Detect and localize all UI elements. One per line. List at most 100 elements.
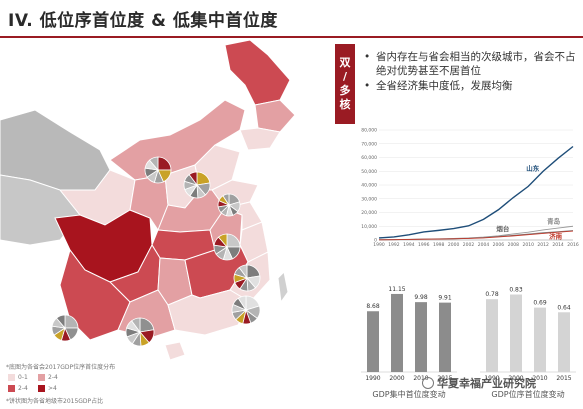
x-tick-label: 2014 (552, 242, 564, 248)
series-label: 济南 (549, 231, 563, 240)
bar-2000 (391, 293, 403, 372)
pie-slice (148, 156, 159, 172)
bar-value-label: 0.83 (509, 287, 523, 294)
tag-char: / (342, 70, 348, 83)
y-tick-label: 30,000 (361, 196, 377, 202)
bar-category-label: 2010 (532, 375, 547, 382)
legend-swatch-icon (38, 374, 45, 381)
bar-value-label: 9.91 (438, 295, 452, 302)
bar-category-label: 2015 (556, 375, 571, 382)
bullet-text: 全省经济集中度低，发展均衡 (376, 80, 513, 92)
map-region-liaoning (239, 127, 281, 151)
tag-dual-core: 双 / 多 核 (335, 44, 355, 124)
legend-label: 0-1 (18, 374, 28, 381)
bar-category-label: 1990 (365, 375, 380, 382)
y-tick-label: 40,000 (361, 183, 377, 189)
legend-swatch-icon (8, 385, 15, 392)
slide-title: IV. 低位序首位度 & 低集中首位度 (8, 11, 278, 31)
bullet-item: • 全省经济集中度低，发展均衡 (364, 79, 582, 93)
x-tick-label: 2004 (478, 242, 490, 248)
x-tick-label: 2008 (508, 242, 520, 248)
bar-1990 (486, 299, 498, 372)
y-tick-label: 70,000 (361, 141, 377, 147)
bar-chart-concentration: 8.68 1990 11.15 2000 9.98 2010 9.91 2015 GDP集中首位… (361, 286, 457, 399)
bar-value-label: 0.69 (533, 300, 547, 307)
title-divider (0, 36, 583, 38)
pie-slice (217, 233, 228, 249)
pie-slice (188, 171, 198, 187)
tag-char: 双 (339, 56, 351, 69)
pie-slice (131, 317, 141, 334)
map-region-taiwan (277, 270, 289, 304)
x-tick-label: 1996 (418, 242, 430, 248)
x-tick-label: 1992 (388, 242, 400, 248)
bar-chart-rank: 0.78 1990 0.83 2000 0.69 2010 0.64 2015 GDP位序首位度… (480, 287, 576, 399)
bar-category-label: 2000 (389, 375, 404, 382)
watermark-text: 华夏幸福产业研究院 (437, 377, 536, 390)
y-tick-label: 80,000 (361, 128, 377, 134)
bar-category-label: 2000 (508, 375, 523, 382)
x-tick-label: 2016 (567, 242, 579, 248)
bar-chart-title: GDP集中首位度变动 (372, 389, 445, 399)
bar-2000 (510, 294, 522, 372)
legend-swatch-icon (38, 385, 45, 392)
line-chart-grid (379, 129, 573, 241)
y-tick-label: 10,000 (361, 224, 377, 230)
legend-item-4: >4 (38, 385, 57, 392)
legend-item-1: 0-1 (8, 374, 28, 381)
map-svg (0, 39, 296, 361)
gdp-line-chart: 0 10,000 20,000 30,000 40,000 50,000 60,000 70,… (361, 128, 579, 249)
tag-char: 核 (339, 98, 351, 111)
pie-slice (238, 264, 248, 280)
bar-2015 (558, 312, 570, 372)
legend-swatch-icon (8, 374, 15, 381)
y-tick-label: 50,000 (361, 169, 377, 175)
bullet-list: • 省内存在与省会相当的次级城市，省会不占绝对优势甚至不居首位 • 全省经济集中… (364, 50, 582, 94)
bar-value-label: 8.68 (366, 303, 380, 310)
map-note-pie: *饼状图为各省地级市2015GDP占比 (6, 398, 104, 405)
x-tick-label: 1990 (373, 242, 385, 248)
x-tick-label: 2000 (448, 242, 460, 248)
map-region-jilin (254, 99, 296, 133)
bar-2015 (439, 302, 451, 372)
bar-category-label: 1990 (484, 375, 499, 382)
legend-label: >4 (48, 385, 57, 392)
line-chart-series (378, 145, 574, 241)
bar-value-label: 11.15 (388, 286, 405, 293)
y-tick-label: 60,000 (361, 155, 377, 161)
x-tick-label: 2002 (463, 242, 475, 248)
bullet-item: • 省内存在与省会相当的次级城市，省会不占绝对优势甚至不居首位 (364, 50, 582, 78)
bar-value-label: 0.78 (485, 291, 499, 298)
x-tick-label: 2006 (493, 242, 505, 248)
tag-char: 多 (339, 84, 351, 97)
x-tick-label: 1994 (403, 242, 415, 248)
city-share-pies (51, 156, 261, 347)
map-region-hainan (164, 341, 186, 361)
series-line-山东 (378, 145, 574, 239)
legend-label: 2-4 (48, 374, 58, 381)
bar-2010 (534, 307, 546, 372)
watermark: 华夏幸福产业研究院 (422, 375, 536, 391)
pie-slice (237, 295, 247, 312)
bar-1990 (367, 311, 379, 372)
y-tick-label: 20,000 (361, 210, 377, 216)
legend-item-2: 2-4 (38, 374, 58, 381)
pie-slice (222, 193, 230, 207)
line-chart-x-ticks: 1990 1992 1994 1996 1998 2000 2002 2004 2006 2008… (373, 242, 579, 248)
legend-item-3: 2-4 (8, 385, 28, 392)
bullet-dot-icon: • (364, 51, 371, 63)
map-note-fill: *底图为各省会2017GDP位序首位度分布 (6, 364, 116, 371)
legend-label: 2-4 (18, 385, 28, 392)
series-label: 山东 (526, 163, 540, 172)
map-region-heilongjiang (224, 39, 291, 106)
bar-2010 (415, 302, 427, 372)
series-label: 青岛 (547, 217, 561, 226)
bar-category-label: 2010 (413, 375, 428, 382)
line-chart-y-ticks: 0 10,000 20,000 30,000 40,000 50,000 60,000 70,… (361, 128, 377, 244)
bullet-dot-icon: • (364, 80, 371, 92)
wechat-icon (422, 377, 434, 389)
x-tick-label: 2010 (523, 242, 535, 248)
china-province-map: *底图为各省会2017GDP位序首位度分布 0-1 2-4 2-4 >4 *饼状… (0, 39, 315, 405)
bar-chart-title: GDP位序首位度变动 (491, 389, 564, 399)
